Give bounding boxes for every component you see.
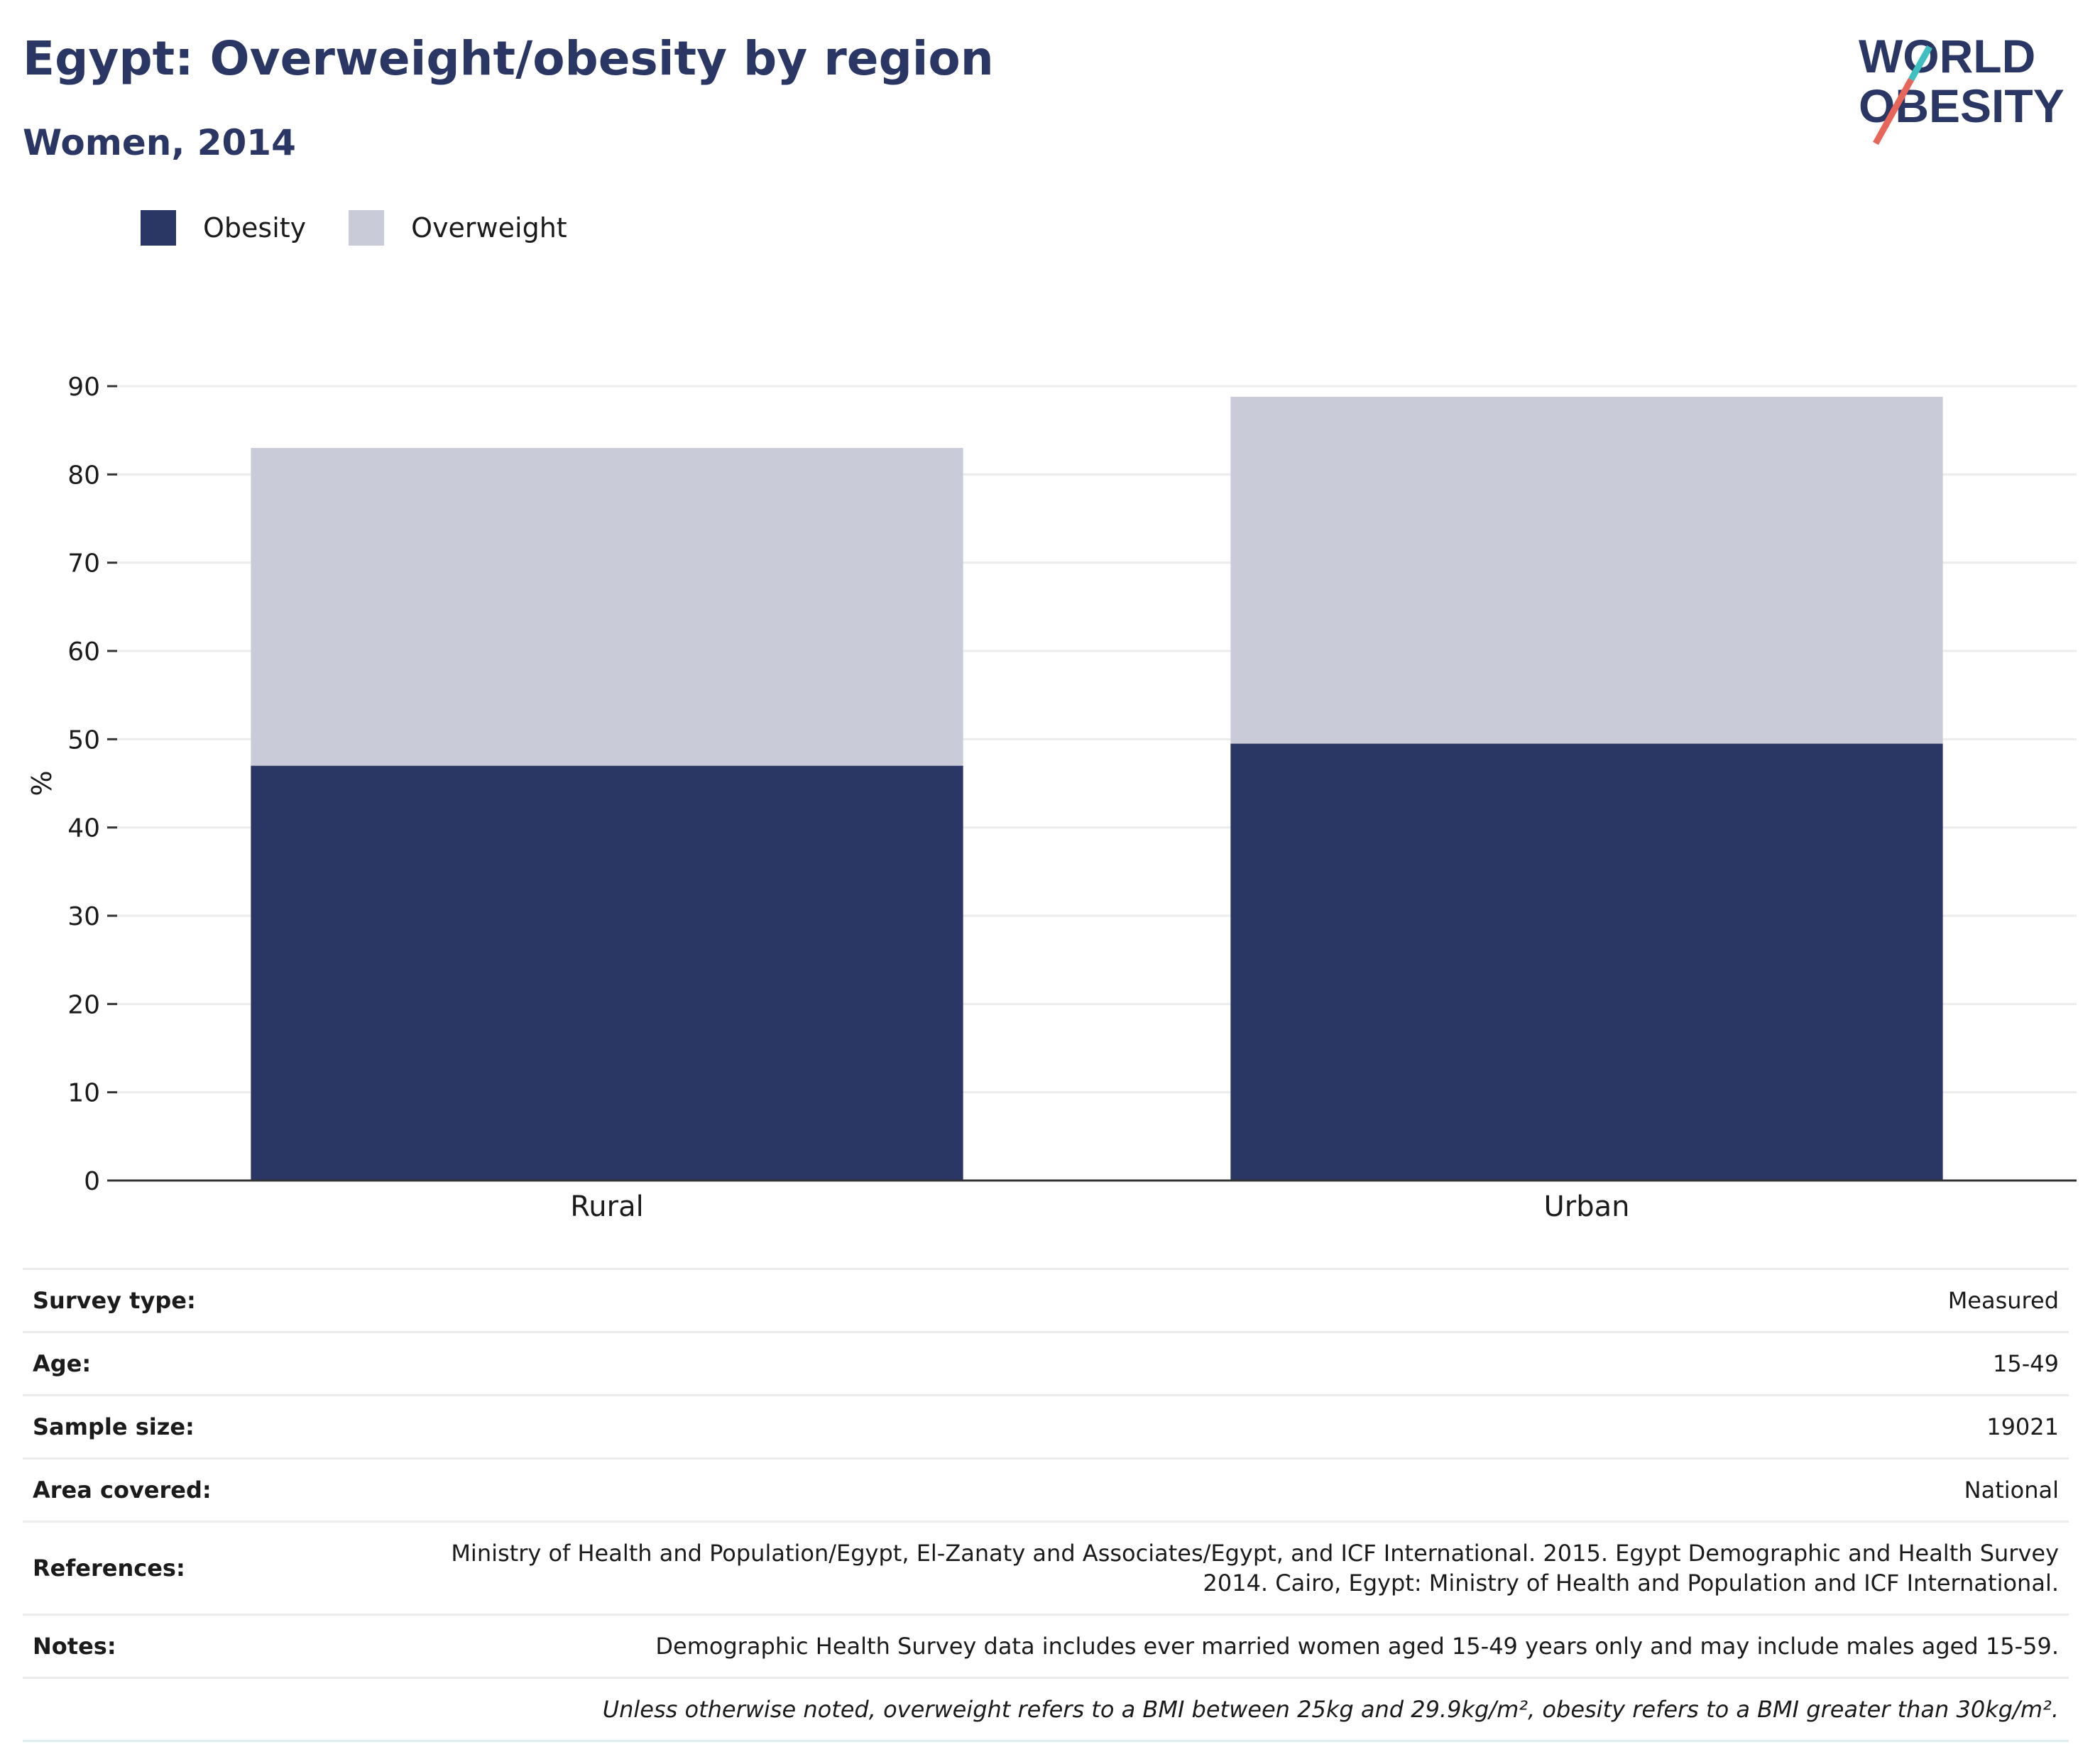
bar-overweight-rural [251,448,963,766]
info-row-footnote: Unless otherwise noted, overweight refer… [23,1677,2069,1742]
bar-obesity-rural [251,765,963,1181]
chart-title: Egypt: Overweight/obesity by region [23,31,994,86]
chart-subtitle: Women, 2014 [23,122,296,163]
info-value: 15-49 [398,1331,2069,1396]
info-key: Notes: [23,1614,398,1678]
world-obesity-logo: WORLD OBESITY [1859,30,2065,146]
info-row-area-covered: Area covered: National [23,1457,2069,1522]
info-row-references: References: Ministry of Health and Popul… [23,1521,2069,1615]
y-tick-label: 10 [67,1079,100,1108]
y-tick-label: 60 [67,637,100,667]
x-tick-label: Urban [1544,1190,1630,1223]
info-value: 19021 [398,1394,2069,1459]
x-tick-label: Rural [570,1190,643,1223]
info-value: Measured [398,1268,2069,1332]
logo-slash-upper [1908,45,1932,82]
info-value: National [398,1457,2069,1522]
legend: Obesity Overweight [141,210,610,246]
info-value: Demographic Health Survey data includes … [398,1614,2069,1678]
y-tick-label: 90 [67,373,100,402]
y-tick-label: 70 [67,549,100,579]
legend-label-obesity: Obesity [203,212,307,243]
footnote: Unless otherwise noted, overweight refer… [398,1677,2069,1742]
logo-slash-lower [1873,77,1914,146]
info-row-survey-type: Survey type: Measured [23,1268,2069,1332]
info-key: Area covered: [23,1457,398,1522]
info-row-sample-size: Sample size: 19021 [23,1394,2069,1459]
legend-swatch-obesity [141,210,176,246]
bar-obesity-urban [1230,743,1943,1181]
legend-label-overweight: Overweight [411,212,567,243]
legend-item-obesity: Obesity [141,210,306,246]
y-tick-label: 0 [84,1167,100,1196]
y-tick-label: 30 [67,902,100,931]
info-key: Sample size: [23,1394,398,1459]
y-tick-label: 40 [67,814,100,843]
bar-overweight-urban [1230,396,1943,744]
info-row-age: Age: 15-49 [23,1331,2069,1396]
info-key: References: [23,1521,398,1615]
y-tick-label: 20 [67,990,100,1019]
info-key: Survey type: [23,1268,398,1332]
bar-chart: 0 10 20 30 40 50 60 70 80 90% Rural Urban [26,373,2077,1223]
survey-info-table: Survey type: Measured Age: 15-49 Sample … [23,1268,2069,1742]
y-tick-label: 50 [67,725,100,755]
info-key: Age: [23,1331,398,1396]
legend-swatch-overweight [349,210,385,246]
logo-line-1: WORLD [1859,30,2035,82]
info-value: Ministry of Health and Population/Egypt,… [398,1521,2069,1615]
legend-item-overweight: Overweight [349,210,567,246]
info-row-notes: Notes: Demographic Health Survey data in… [23,1614,2069,1678]
logo-line-2: OBESITY [1859,80,2065,132]
y-axis-label: % [26,770,58,796]
y-tick-label: 80 [67,461,100,490]
